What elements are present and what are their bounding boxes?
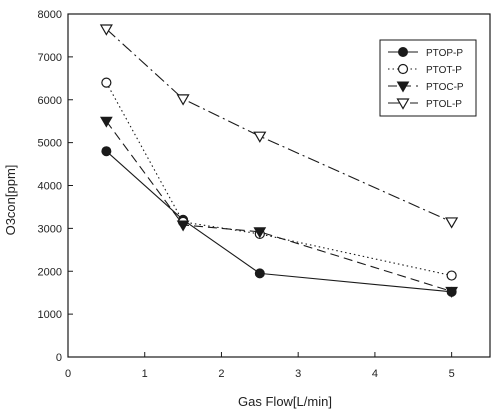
legend-label: PTOL-P (426, 99, 462, 110)
series-1 (101, 146, 457, 297)
series-4 (99, 24, 459, 229)
data-point (176, 94, 190, 106)
x-tick-label: 2 (218, 368, 224, 380)
legend-item: PTOL-P (388, 98, 462, 110)
series-line (105, 150, 452, 293)
y-tick-label: 5000 (38, 138, 62, 150)
y-tick-label: 0 (56, 352, 62, 364)
y-axis-ticks: 0 1000 2000 3000 4000 5000 6000 7000 8000 (38, 9, 73, 364)
legend-item: PTOC-P (388, 81, 464, 93)
series-line (105, 120, 452, 292)
y-axis-label: O3con[ppm] (3, 165, 18, 236)
legend: PTOP-P PTOT-P PTOC-P PTOL-P (379, 39, 477, 117)
y-tick-label: 1000 (38, 309, 62, 321)
data-point (445, 217, 459, 229)
legend-item: PTOT-P (388, 63, 462, 76)
y-tick-label: 6000 (38, 95, 62, 107)
data-point (446, 270, 457, 281)
data-point (445, 286, 459, 298)
data-point (101, 146, 112, 157)
legend-marker (396, 81, 410, 93)
legend-marker (398, 47, 408, 57)
x-tick-label: 4 (372, 368, 378, 380)
x-tick-label: 0 (65, 368, 71, 380)
legend-label: PTOT-P (426, 65, 462, 76)
series-line (105, 28, 452, 223)
y-tick-label: 3000 (38, 223, 62, 235)
data-point (101, 77, 112, 88)
data-point (99, 24, 113, 36)
x-tick-label: 1 (142, 368, 148, 380)
legend-marker (397, 63, 409, 75)
data-point (99, 116, 113, 128)
legend-label: PTOP-P (426, 48, 463, 59)
legend-item: PTOP-P (388, 47, 463, 59)
x-tick-label: 5 (449, 368, 455, 380)
legend-label: PTOC-P (426, 82, 464, 93)
series-layer (99, 24, 459, 298)
x-axis-label: Gas Flow[L/min] (238, 394, 332, 409)
data-point (254, 268, 265, 279)
x-tick-label: 3 (295, 368, 301, 380)
y-tick-label: 4000 (38, 181, 62, 193)
y-tick-label: 2000 (38, 266, 62, 278)
data-point (253, 227, 267, 239)
y-tick-label: 8000 (38, 9, 62, 21)
data-point (176, 220, 190, 232)
data-point (253, 131, 267, 143)
y-tick-label: 7000 (38, 52, 62, 64)
legend-marker (396, 98, 410, 110)
x-axis-ticks: 0 1 2 3 4 5 (65, 352, 455, 380)
series-3 (99, 116, 459, 298)
